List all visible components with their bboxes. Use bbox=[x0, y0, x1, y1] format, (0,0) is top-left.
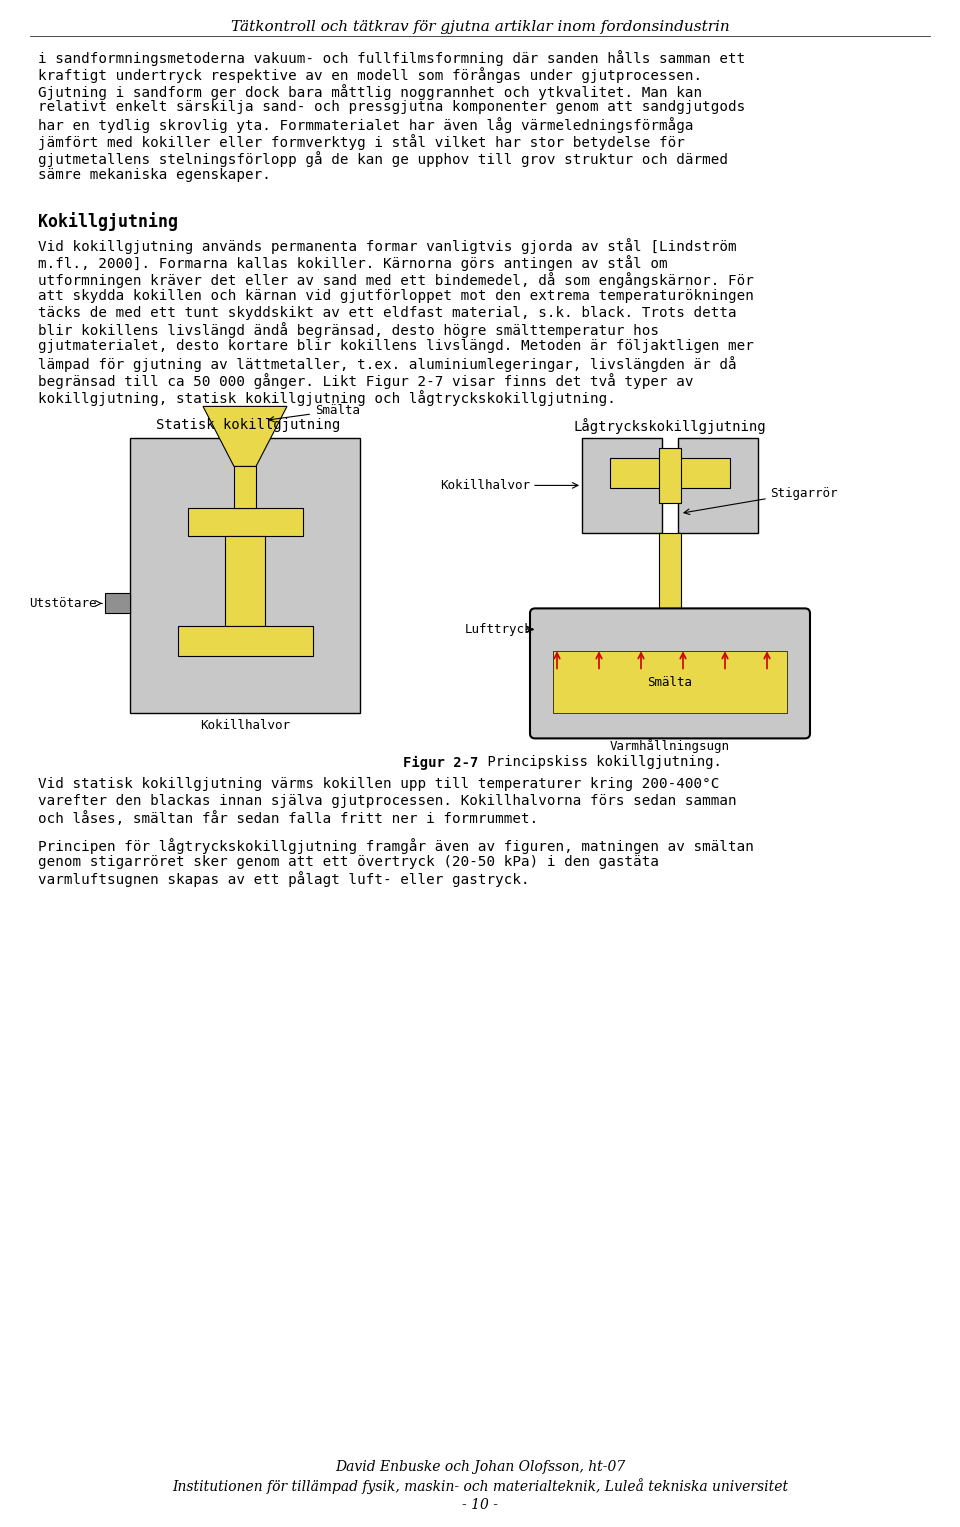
Text: Tätkontroll och tätkrav för gjutna artiklar inom fordonsindustrin: Tätkontroll och tätkrav för gjutna artik… bbox=[230, 20, 730, 34]
Bar bbox=[105, 594, 130, 614]
Text: Principskiss kokillgjutning.: Principskiss kokillgjutning. bbox=[479, 756, 722, 770]
Bar bbox=[130, 438, 360, 713]
Text: varefter den blackas innan själva gjutprocessen. Kokillhalvorna förs sedan samma: varefter den blackas innan själva gjutpr… bbox=[38, 794, 736, 808]
Text: kokillgjutning, statisk kokillgjutning och lågtryckskokillgjutning.: kokillgjutning, statisk kokillgjutning o… bbox=[38, 389, 616, 406]
Text: Vid kokillgjutning används permanenta formar vanligtvis gjorda av stål [Lindströ: Vid kokillgjutning används permanenta fo… bbox=[38, 238, 736, 255]
Text: Utstötare: Utstötare bbox=[30, 597, 97, 609]
Text: genom stigarröret sker genom att ett övertryck (20-50 kPa) i den gastäta: genom stigarröret sker genom att ett öve… bbox=[38, 855, 659, 869]
Text: - 10 -: - 10 - bbox=[462, 1498, 498, 1512]
Text: relativt enkelt särskilja sand- och pressgjutna komponenter genom att sandgjutgo: relativt enkelt särskilja sand- och pres… bbox=[38, 101, 745, 115]
Text: gjutmaterialet, desto kortare blir kokillens livslängd. Metoden är följaktligen : gjutmaterialet, desto kortare blir kokil… bbox=[38, 339, 754, 353]
Text: Varmhållningsugn: Varmhållningsugn bbox=[610, 739, 730, 753]
Bar bbox=[582, 438, 662, 533]
Text: jämfört med kokiller eller formverktyg i stål vilket har stor betydelse för: jämfört med kokiller eller formverktyg i… bbox=[38, 134, 684, 150]
Text: Institutionen för tillämpad fysik, maskin- och materialteknik, Luleå tekniska un: Institutionen för tillämpad fysik, maski… bbox=[172, 1478, 788, 1493]
FancyBboxPatch shape bbox=[530, 608, 810, 739]
Text: och låses, smältan får sedan falla fritt ner i formrummet.: och låses, smältan får sedan falla fritt… bbox=[38, 811, 539, 826]
Bar bbox=[553, 652, 787, 713]
Text: Smälta: Smälta bbox=[647, 676, 692, 689]
Text: m.fl., 2000]. Formarna kallas kokiller. Kärnorna görs antingen av stål om: m.fl., 2000]. Formarna kallas kokiller. … bbox=[38, 255, 667, 272]
Text: Figur 2-7: Figur 2-7 bbox=[402, 756, 478, 770]
Text: Kokillgjutning: Kokillgjutning bbox=[38, 212, 178, 232]
Text: i sandformningsmetoderna vakuum- och fullfilmsformning där sanden hålls samman e: i sandformningsmetoderna vakuum- och ful… bbox=[38, 50, 745, 66]
Text: David Enbuske och Johan Olofsson, ht-07: David Enbuske och Johan Olofsson, ht-07 bbox=[335, 1460, 625, 1474]
Text: Lufttryck: Lufttryck bbox=[465, 623, 533, 635]
Text: Statisk kokillgjutning: Statisk kokillgjutning bbox=[156, 418, 340, 432]
Text: gjutmetallens stelningsförlopp gå de kan ge upphov till grov struktur och därmed: gjutmetallens stelningsförlopp gå de kan… bbox=[38, 151, 728, 166]
Text: Vid statisk kokillgjutning värms kokillen upp till temperaturer kring 200-400°C: Vid statisk kokillgjutning värms kokille… bbox=[38, 777, 719, 791]
Text: begränsad till ca 50 000 gånger. Likt Figur 2-7 visar finns det två typer av: begränsad till ca 50 000 gånger. Likt Fi… bbox=[38, 373, 693, 389]
Text: blir kokillens livslängd ändå begränsad, desto högre smälttemperatur hos: blir kokillens livslängd ändå begränsad,… bbox=[38, 322, 659, 339]
Text: Kokillhalvor: Kokillhalvor bbox=[200, 719, 290, 733]
Bar bbox=[610, 458, 730, 489]
Polygon shape bbox=[203, 406, 287, 466]
Text: Lågtryckskokillgjutning: Lågtryckskokillgjutning bbox=[574, 418, 766, 434]
Bar bbox=[225, 536, 265, 626]
Text: lämpad för gjutning av lättmetaller, t.ex. aluminiumlegeringar, livslängden är d: lämpad för gjutning av lättmetaller, t.e… bbox=[38, 356, 736, 373]
Bar bbox=[178, 626, 313, 657]
Bar bbox=[188, 508, 303, 536]
Text: sämre mekaniska egenskaper.: sämre mekaniska egenskaper. bbox=[38, 168, 271, 182]
Text: täcks de med ett tunt skyddskikt av ett eldfast material, s.k. black. Trots dett: täcks de med ett tunt skyddskikt av ett … bbox=[38, 305, 736, 319]
Text: varmluftsugnen skapas av ett pålagt luft- eller gastryck.: varmluftsugnen skapas av ett pålagt luft… bbox=[38, 872, 530, 887]
Text: Principen för lågtryckskokillgjutning framgår även av figuren, matningen av smäl: Principen för lågtryckskokillgjutning fr… bbox=[38, 838, 754, 854]
Bar bbox=[659, 533, 681, 614]
Bar bbox=[659, 449, 681, 504]
Text: har en tydlig skrovlig yta. Formmaterialet har även låg värmeledningsförmåga: har en tydlig skrovlig yta. Formmaterial… bbox=[38, 118, 693, 133]
Bar bbox=[678, 438, 758, 533]
Text: att skydda kokillen och kärnan vid gjutförloppet mot den extrema temperaturöknin: att skydda kokillen och kärnan vid gjutf… bbox=[38, 289, 754, 302]
Text: utformningen kräver det eller av sand med ett bindemedel, då som engångskärnor. : utformningen kräver det eller av sand me… bbox=[38, 272, 754, 289]
Text: Kokillhalvor: Kokillhalvor bbox=[440, 479, 530, 492]
Text: Smälta: Smälta bbox=[269, 405, 360, 421]
Text: kraftigt undertryck respektive av en modell som förångas under gjutprocessen.: kraftigt undertryck respektive av en mod… bbox=[38, 67, 702, 82]
Text: Stigarrör: Stigarrör bbox=[770, 487, 837, 499]
Text: Gjutning i sandform ger dock bara måttlig noggrannhet och ytkvalitet. Man kan: Gjutning i sandform ger dock bara måttli… bbox=[38, 84, 702, 99]
Bar bbox=[234, 466, 256, 508]
